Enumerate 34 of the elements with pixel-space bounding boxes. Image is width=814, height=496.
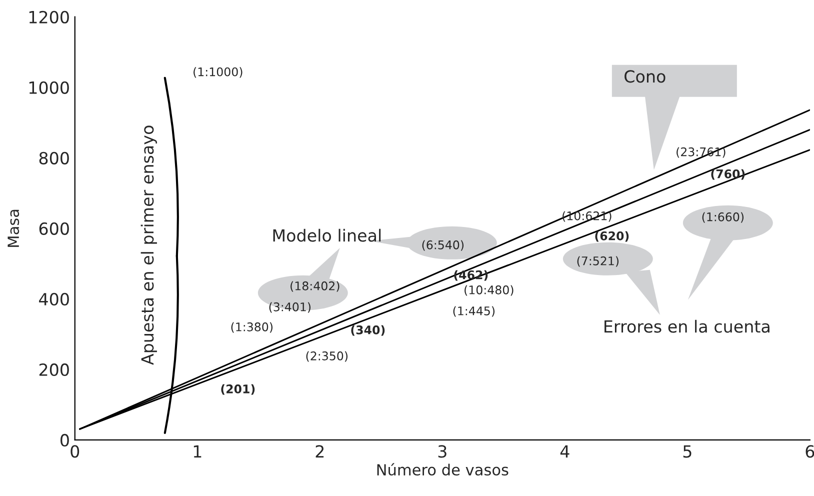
y-tick-label: 600	[39, 222, 69, 235]
annotation: (201)	[221, 384, 255, 395]
annotation: (1:445)	[453, 306, 495, 317]
x-tick-label: 4	[560, 445, 570, 458]
x-tick-label: 1	[194, 445, 202, 458]
x-tick-label: 3	[438, 445, 446, 458]
annotation: (2:350)	[306, 351, 348, 362]
x-tick-label: 6	[806, 445, 814, 458]
annotation: (1:380)	[231, 322, 272, 333]
annotation: (10:480)	[464, 285, 514, 296]
annotation: Errores en la cuenta	[604, 320, 770, 333]
y-tick-label: 800	[39, 152, 69, 164]
annotation: Modelo lineal	[273, 228, 381, 242]
y-tick-label: 400	[39, 292, 69, 306]
annotation: Apuesta en el primer ensayo	[140, 126, 157, 365]
annotation: (620)	[595, 231, 629, 242]
annotation: Cono	[624, 70, 666, 83]
x-tick-label: 5	[683, 445, 692, 458]
annotation: (1:1000)	[194, 67, 242, 78]
y-tick-label: 0	[60, 434, 69, 447]
y-tick-label: 1200	[29, 10, 69, 24]
y-tick-label: 1000	[29, 81, 69, 94]
annotation: (7:521)	[577, 256, 619, 267]
x-tick-label: 0	[70, 445, 80, 458]
annotation: (760)	[711, 169, 745, 180]
annotation: (18:402)	[290, 281, 340, 292]
x-axis-title: Número de vasos	[377, 463, 508, 476]
annotation: (6:540)	[422, 240, 464, 251]
y-axis-title: Masa	[8, 210, 20, 247]
annotation: (340)	[351, 325, 385, 336]
x-tick-label: 2	[316, 445, 324, 458]
annotation: (1:660)	[702, 212, 744, 223]
annotation: (3:401)	[269, 302, 310, 313]
y-tick-label: 200	[39, 363, 69, 376]
